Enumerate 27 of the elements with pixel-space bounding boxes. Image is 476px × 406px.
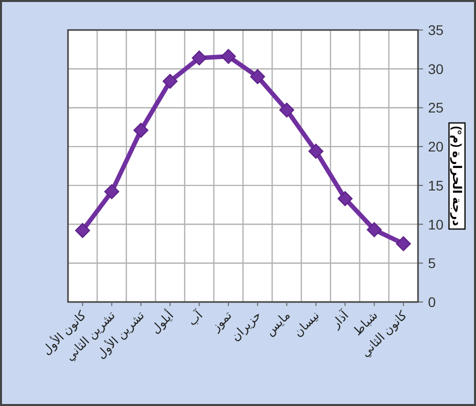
point	[104, 184, 120, 200]
y-tick-label: 0	[428, 294, 436, 310]
y-tick-label: 25	[428, 100, 444, 116]
x-tick-label: نيسان	[290, 308, 322, 340]
y-tick-label: 35	[428, 22, 444, 38]
y-tick-label: 20	[428, 138, 444, 155]
point	[366, 222, 382, 238]
point	[308, 144, 324, 159]
y-tick-label: 15	[428, 177, 444, 194]
x-tick-label: أيلول	[148, 308, 176, 336]
y-tick-label: 10	[428, 216, 444, 232]
point	[279, 102, 294, 118]
point	[192, 50, 207, 66]
y-tick-label: 5	[428, 255, 436, 272]
point	[75, 223, 90, 238]
point	[162, 74, 178, 89]
x-tick-label: تموز	[208, 308, 235, 335]
y-axis-title: درجة الحرارة (م°)	[450, 126, 464, 226]
x-tick-label: آب	[184, 307, 206, 328]
point	[396, 236, 411, 252]
point	[220, 48, 236, 64]
y-tick-label: 30	[428, 60, 444, 77]
point	[250, 69, 266, 84]
x-tick-label: مايس	[262, 308, 293, 338]
point	[133, 122, 148, 138]
x-tick-label: آذار	[327, 307, 352, 332]
point	[338, 191, 353, 206]
